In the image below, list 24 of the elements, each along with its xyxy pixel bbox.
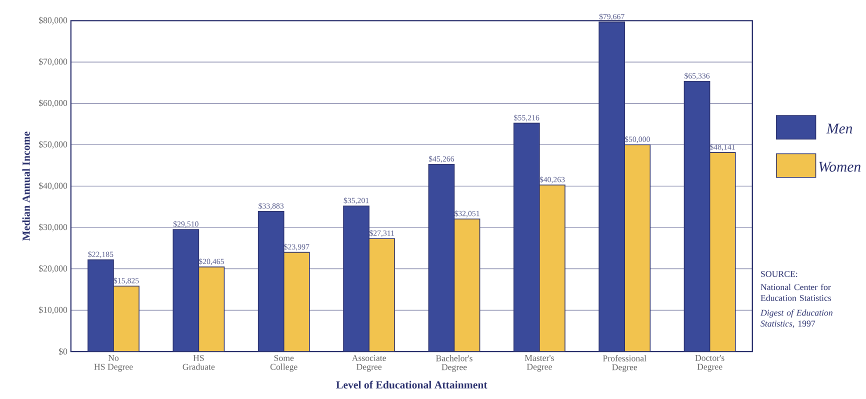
y-tick-label: $60,000 [39,100,68,108]
x-tick-label: No HS Degree [94,355,133,372]
x-tick-label: Professional Degree [602,355,646,372]
y-tick-label: $40,000 [39,182,68,190]
x-tick-label: HS Graduate [182,355,215,370]
legend-label: Men [826,124,852,134]
y-tick-label: $30,000 [39,224,68,232]
y-tick-label: $20,000 [39,265,68,273]
y-tick-label: $50,000 [39,140,68,149]
y-tick-label: $0 [58,348,68,356]
x-axis-title: Level of Educational Attainment [336,380,488,389]
x-tick-label: Master's Degree [524,355,554,372]
y-tick-label: $70,000 [39,58,68,66]
x-tick-label: Bachelor's Degree [436,355,472,372]
text: National Center for Education Statistics [760,284,832,302]
y-axis-title: Median Annual Income [22,132,30,241]
text: Digest of Education Statistics, 1997 [760,310,832,328]
legend-label: Women [819,162,860,172]
x-tick-label: Doctor's Degree [695,355,724,372]
y-tick-label: $80,000 [39,16,68,25]
y-tick-label: $10,000 [39,306,68,314]
source-note: SOURCE: [761,271,798,278]
x-tick-label: Associate Degree [352,355,386,372]
x-tick-label: Some College [270,355,298,372]
